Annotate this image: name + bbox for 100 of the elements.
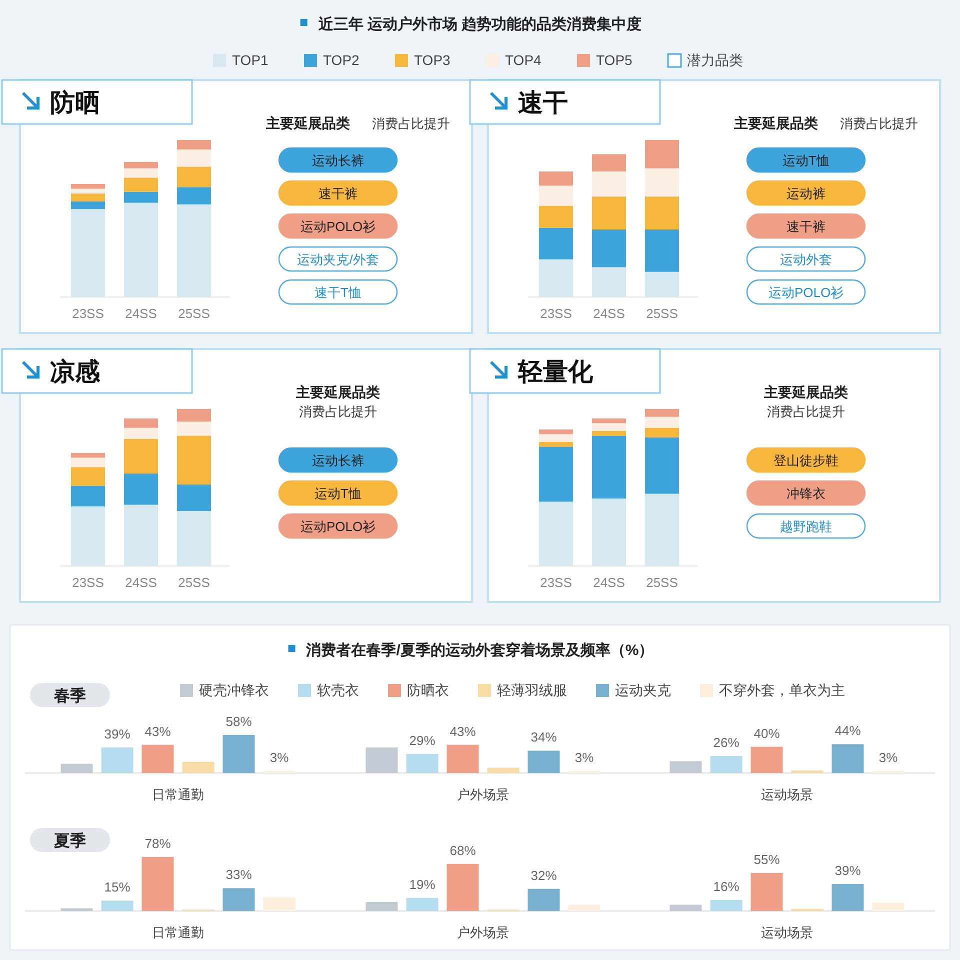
text: 消费占比提升: [372, 116, 450, 131]
data-label: 78%: [144, 836, 172, 851]
data-label: 39%: [104, 726, 131, 742]
data-label: 39%: [834, 863, 862, 878]
category-label: 运动POLO衫: [768, 285, 844, 300]
bar: [142, 744, 174, 773]
bar: [124, 178, 158, 192]
bar: [568, 904, 600, 911]
bar: [539, 442, 573, 447]
x-tick-label: 日常通勤: [152, 787, 204, 802]
x-tick-label: 24SS: [125, 575, 158, 590]
bar: [645, 140, 679, 168]
bar: [645, 416, 679, 428]
bar: [124, 473, 158, 505]
legend-label: TOP4: [505, 52, 542, 68]
bar: [832, 884, 864, 911]
chart-title: 速干: [518, 89, 568, 117]
data-label: 32%: [530, 868, 558, 883]
bar: [645, 428, 679, 438]
bar: [124, 168, 158, 178]
data-label: 16%: [713, 878, 740, 894]
category-label: 运动长裤: [312, 153, 364, 168]
bar: [645, 272, 679, 297]
bar: [71, 201, 105, 210]
bar: [177, 187, 211, 204]
bar: [539, 502, 573, 566]
bar: [60, 764, 93, 773]
bar: [101, 900, 134, 911]
x-tick-label: 25SS: [646, 306, 678, 321]
x-tick-label: 25SS: [178, 575, 210, 590]
bar: [750, 872, 783, 911]
bar: [645, 229, 679, 272]
bar: [124, 202, 158, 297]
category-label: 速干裤: [786, 219, 826, 234]
bar: [60, 908, 93, 911]
x-tick-label: 23SS: [72, 575, 104, 590]
x-tick-label: 23SS: [72, 306, 104, 321]
bar: [124, 504, 158, 566]
bar: [177, 511, 211, 566]
bar: [71, 467, 105, 486]
legend-label: 防晒衣: [407, 682, 449, 698]
legend-label: 不穿外套，单衣为主: [719, 682, 845, 698]
bar: [406, 898, 438, 911]
bar: [592, 423, 626, 431]
data-label: 3%: [878, 750, 898, 766]
legend-label: 轻薄羽绒服: [497, 682, 567, 698]
category-label: 运动POLO衫: [300, 519, 376, 534]
bar: [670, 904, 702, 911]
bar: [71, 506, 105, 566]
chart-title: 春季: [53, 687, 86, 705]
bar: [124, 438, 158, 474]
data-label: 43%: [450, 724, 476, 739]
category-label: 运动T恤: [314, 486, 362, 501]
data-label: 40%: [754, 726, 780, 741]
data-label: 34%: [530, 730, 558, 745]
data-label: 33%: [226, 867, 252, 882]
bar: [101, 747, 134, 773]
bar: [222, 735, 255, 773]
data-label: 3%: [270, 750, 290, 766]
category-label: 登山徒步鞋: [774, 453, 838, 468]
bar: [446, 744, 479, 773]
bar: [71, 184, 105, 189]
bar: [71, 209, 105, 297]
bar: [832, 744, 864, 773]
x-tick-label: 25SS: [646, 575, 678, 590]
bar: [366, 747, 398, 773]
text: 主要延展品类: [763, 384, 848, 400]
bar: [750, 746, 783, 773]
bar: [142, 857, 174, 911]
x-tick-label: 户外场景: [457, 787, 509, 802]
bar: [177, 166, 211, 188]
bar: [539, 186, 573, 206]
bar: [528, 888, 560, 911]
text: 近三年 运动户外市场 趋势功能的品类消费集中度: [317, 15, 642, 33]
bar: [539, 446, 573, 502]
legend-label: 软壳衣: [317, 682, 359, 698]
legend-label: TOP1: [232, 52, 269, 68]
bar: [645, 168, 679, 197]
bar: [124, 162, 158, 168]
x-tick-label: 23SS: [540, 575, 572, 590]
bar: [124, 418, 158, 428]
bar: [539, 434, 573, 442]
x-tick-label: 24SS: [593, 575, 626, 590]
legend-label: 硬壳冲锋衣: [199, 682, 269, 698]
bar: [592, 171, 626, 197]
category-label: 速干裤: [318, 186, 358, 201]
text: 消费占比提升: [299, 404, 377, 419]
bar: [592, 430, 626, 436]
bar: [539, 171, 573, 186]
bar: [446, 864, 479, 911]
chart-title: 防晒: [50, 89, 100, 117]
category-label: 运动POLO衫: [300, 219, 376, 234]
category-label: 运动夹克/外套: [297, 252, 379, 267]
bar: [366, 902, 398, 911]
x-tick-label: 25SS: [178, 306, 210, 321]
data-label: 68%: [450, 842, 476, 858]
bar: [71, 452, 105, 458]
bar: [645, 409, 679, 417]
legend-label: TOP2: [323, 52, 360, 68]
bar: [592, 498, 626, 566]
